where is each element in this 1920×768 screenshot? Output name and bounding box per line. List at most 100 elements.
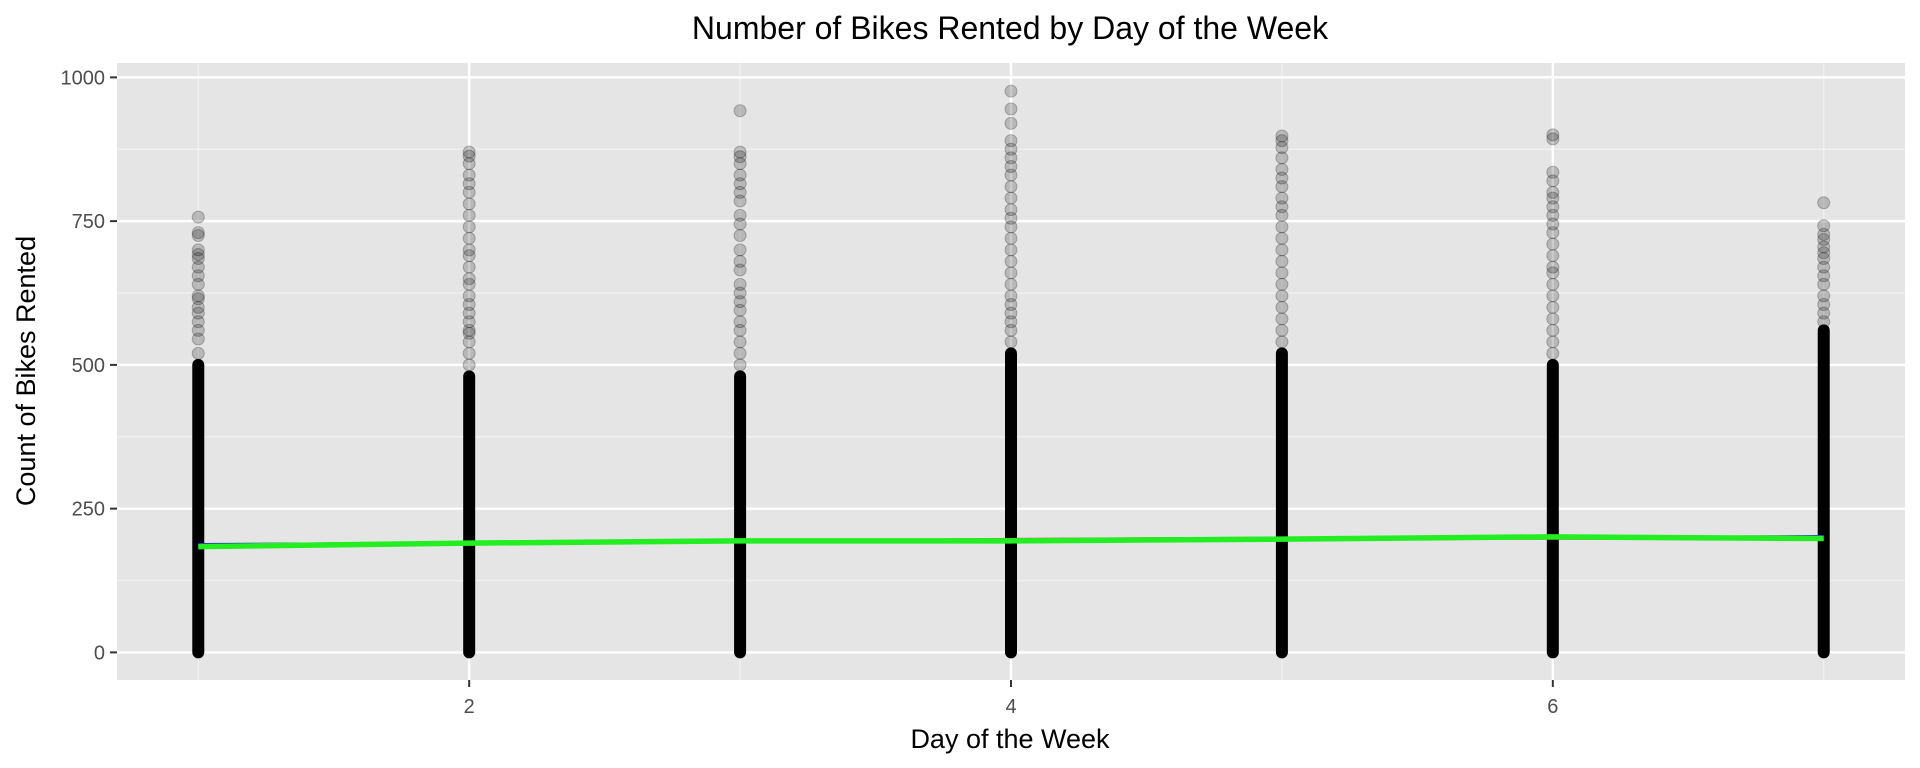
data-point: [1004, 211, 1018, 225]
data-point: [1004, 277, 1018, 291]
data-point: [1004, 335, 1018, 349]
data-point: [1004, 323, 1018, 337]
data-point: [1275, 335, 1289, 349]
data-point: [462, 272, 476, 286]
data-point: [1546, 132, 1560, 146]
data-point: [191, 300, 205, 314]
data-point: [1546, 323, 1560, 337]
data-point: [462, 197, 476, 211]
data-point: [1004, 102, 1018, 116]
data-point: [1817, 240, 1831, 254]
data-point: [462, 315, 476, 329]
data-point: [191, 243, 205, 257]
data-point: [1004, 142, 1018, 156]
y-tick-label: 0: [94, 642, 105, 664]
y-tick-label: 750: [72, 211, 105, 233]
data-point: [1275, 134, 1289, 148]
data-point: [191, 292, 205, 306]
data-point: [1004, 289, 1018, 303]
data-point: [1546, 165, 1560, 179]
data-point: [1275, 231, 1289, 245]
data-point: [733, 335, 747, 349]
data-point: [191, 323, 205, 337]
data-point: [191, 346, 205, 360]
data-point: [1817, 233, 1831, 247]
data-point: [1004, 298, 1018, 312]
data-point: [191, 306, 205, 320]
data-point: [1817, 277, 1831, 291]
data-point: [1546, 185, 1560, 199]
point-cluster: [1817, 324, 1830, 659]
data-point: [462, 326, 476, 340]
data-point: [1004, 160, 1018, 174]
data-point: [1546, 289, 1560, 303]
data-point: [733, 295, 747, 309]
point-cluster: [463, 370, 476, 659]
data-point: [1817, 227, 1831, 241]
data-point: [462, 306, 476, 320]
data-point: [191, 332, 205, 346]
y-tick-label: 250: [72, 499, 105, 521]
data-point: [462, 277, 476, 291]
data-point: [1004, 203, 1018, 217]
data-point: [191, 289, 205, 303]
data-point: [733, 263, 747, 277]
data-point: [462, 323, 476, 337]
data-point: [733, 104, 747, 118]
data-point: [191, 226, 205, 240]
data-point: [733, 150, 747, 164]
data-point: [1546, 200, 1560, 214]
data-point: [733, 145, 747, 159]
data-point: [1275, 243, 1289, 257]
data-point: [733, 208, 747, 222]
data-point: [191, 277, 205, 291]
data-point: [191, 229, 205, 243]
data-point: [462, 298, 476, 312]
data-point: [1546, 346, 1560, 360]
data-point: [1275, 254, 1289, 268]
data-point: [733, 315, 747, 329]
data-point: [1546, 191, 1560, 205]
x-tick-label: 4: [1005, 696, 1016, 718]
data-point: [1275, 289, 1289, 303]
data-point: [1546, 266, 1560, 280]
data-point: [1546, 312, 1560, 326]
x-axis-title: Day of the Week: [910, 724, 1110, 754]
data-point: [1004, 220, 1018, 234]
data-point: [733, 254, 747, 268]
data-point: [1004, 134, 1018, 148]
data-point: [1817, 246, 1831, 260]
data-point: [1004, 243, 1018, 257]
y-axis: 0 250 500 750 1000: [61, 67, 117, 664]
data-point: [462, 185, 476, 199]
point-cluster: [1275, 347, 1288, 659]
data-point: [1817, 219, 1831, 233]
data-point: [1546, 300, 1560, 314]
data-point: [733, 286, 747, 300]
data-point: [462, 243, 476, 257]
y-tick-label: 1000: [61, 67, 106, 89]
data-point: [462, 177, 476, 191]
data-point: [462, 249, 476, 263]
data-point: [1275, 180, 1289, 194]
data-point: [1275, 151, 1289, 165]
data-point: [733, 277, 747, 291]
x-tick-label: 6: [1547, 696, 1558, 718]
data-point: [733, 177, 747, 191]
fit-line: [198, 534, 1824, 550]
data-point: [191, 269, 205, 283]
data-point: [733, 168, 747, 182]
data-point: [1004, 84, 1018, 98]
data-point: [1004, 315, 1018, 329]
data-point: [1546, 226, 1560, 240]
data-point: [733, 323, 747, 337]
point-cluster: [1005, 347, 1017, 659]
data-point: [1817, 260, 1831, 274]
y-axis-title: Count of Bikes Rented: [11, 236, 41, 506]
data-point: [1004, 266, 1018, 280]
data-point: [1004, 254, 1018, 268]
data-point: [1275, 191, 1289, 205]
data-point: [1817, 269, 1831, 283]
data-point: [191, 210, 205, 224]
